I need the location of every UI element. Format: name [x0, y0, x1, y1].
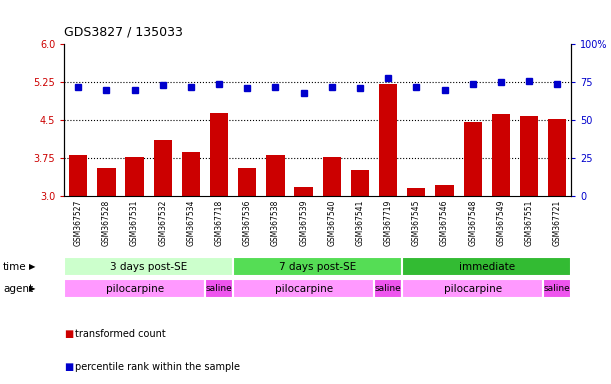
Text: GSM367548: GSM367548 [468, 199, 477, 246]
Text: transformed count: transformed count [75, 329, 166, 339]
Bar [97, 169, 115, 196]
Bar [153, 139, 172, 196]
Bar [233, 279, 374, 298]
Bar [69, 155, 87, 196]
Bar [238, 169, 257, 196]
Text: ■: ■ [64, 362, 73, 372]
Text: GSM367531: GSM367531 [130, 199, 139, 246]
Text: GSM367538: GSM367538 [271, 199, 280, 246]
Text: pilocarpine: pilocarpine [106, 283, 164, 293]
Text: GDS3827 / 135033: GDS3827 / 135033 [64, 25, 183, 38]
Text: GSM367549: GSM367549 [496, 199, 505, 246]
Bar [492, 114, 510, 196]
Bar [436, 185, 453, 196]
Text: immediate: immediate [459, 262, 515, 271]
Text: saline: saline [544, 284, 571, 293]
Bar [182, 152, 200, 196]
Bar [64, 279, 205, 298]
Bar [266, 155, 285, 196]
Text: GSM367546: GSM367546 [440, 199, 449, 246]
Bar [402, 257, 571, 276]
Text: saline: saline [206, 284, 233, 293]
Text: GSM367719: GSM367719 [384, 199, 393, 246]
Bar [402, 279, 543, 298]
Text: ■: ■ [64, 329, 73, 339]
Bar [210, 113, 229, 196]
Text: GSM367527: GSM367527 [74, 199, 82, 246]
Text: percentile rank within the sample: percentile rank within the sample [75, 362, 240, 372]
Text: agent: agent [3, 283, 33, 293]
Bar [379, 84, 397, 196]
Text: GSM367545: GSM367545 [412, 199, 421, 246]
Bar [323, 157, 341, 196]
Text: GSM367532: GSM367532 [158, 199, 167, 246]
Text: ▶: ▶ [29, 284, 36, 293]
Text: GSM367718: GSM367718 [214, 199, 224, 246]
Text: GSM367528: GSM367528 [102, 199, 111, 246]
Text: saline: saline [375, 284, 401, 293]
Text: GSM367721: GSM367721 [553, 199, 562, 246]
Text: GSM367536: GSM367536 [243, 199, 252, 246]
Text: GSM367541: GSM367541 [356, 199, 365, 246]
Text: GSM367539: GSM367539 [299, 199, 308, 246]
Text: time: time [3, 262, 27, 271]
Bar [548, 119, 566, 196]
Text: ▶: ▶ [29, 262, 36, 271]
Bar [64, 257, 233, 276]
Bar [543, 279, 571, 298]
Bar [205, 279, 233, 298]
Text: GSM367540: GSM367540 [327, 199, 336, 246]
Bar [233, 257, 402, 276]
Text: GSM367551: GSM367551 [524, 199, 533, 246]
Bar [125, 157, 144, 196]
Text: 7 days post-SE: 7 days post-SE [279, 262, 356, 271]
Bar [351, 170, 369, 196]
Bar [374, 279, 402, 298]
Bar [464, 122, 482, 196]
Text: 3 days post-SE: 3 days post-SE [110, 262, 188, 271]
Bar [295, 187, 313, 196]
Text: pilocarpine: pilocarpine [274, 283, 333, 293]
Text: GSM367534: GSM367534 [186, 199, 196, 246]
Bar [407, 188, 425, 196]
Bar [520, 116, 538, 196]
Text: pilocarpine: pilocarpine [444, 283, 502, 293]
